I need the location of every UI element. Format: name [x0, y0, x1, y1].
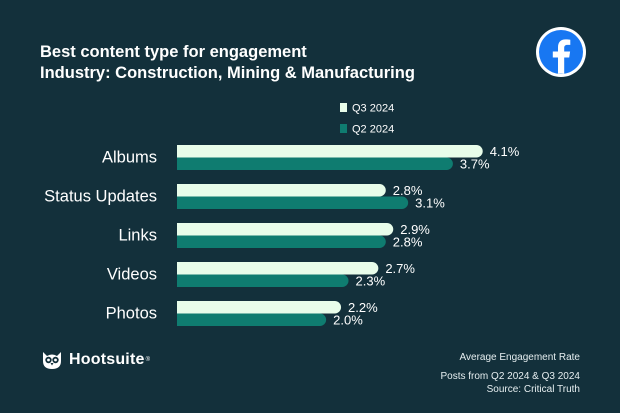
category-label: Photos [106, 305, 157, 323]
data-label-q3: 2.9% [400, 222, 430, 237]
facebook-logo-icon [536, 27, 586, 77]
posts-note: Posts from Q2 2024 & Q3 2024 [440, 370, 580, 382]
bar-q3 [177, 184, 386, 197]
bar-q3 [177, 301, 342, 314]
chart-title: Best content type for engagement Industr… [40, 42, 415, 84]
hootsuite-wordmark: Hootsuite [69, 351, 145, 368]
category-label: Links [118, 227, 157, 245]
data-label-q2: 3.1% [415, 196, 445, 211]
bar-q3 [177, 262, 379, 275]
bar-q2 [177, 235, 386, 248]
legend-label-q3: Q3 2024 [352, 103, 394, 115]
data-label-q2: 2.3% [356, 274, 386, 289]
bar-q2 [177, 274, 349, 287]
bar-q3 [177, 223, 394, 236]
data-label-q2: 2.0% [333, 313, 363, 328]
bar-q2 [177, 157, 453, 170]
chart-footnote: Average Engagement Rate Posts from Q2 20… [440, 351, 580, 397]
data-label-q2: 3.7% [460, 157, 490, 172]
bar-q3 [177, 145, 483, 158]
data-label-q3: 2.7% [385, 261, 415, 276]
metric-label: Average Engagement Rate [459, 352, 580, 363]
hootsuite-branding: Hootsuite ® [40, 350, 150, 370]
bar-q2 [177, 196, 409, 209]
registered-mark: ® [145, 357, 150, 363]
category-label: Status Updates [44, 188, 157, 206]
legend-swatch-q2 [340, 124, 347, 133]
title-line-1: Best content type for engagement [40, 43, 307, 61]
legend-swatch-q3 [340, 103, 347, 112]
source-note: Source: Critical Truth [486, 384, 580, 395]
category-label: Albums [102, 149, 157, 167]
title-line-2: Industry: Construction, Mining & Manufac… [40, 64, 415, 82]
data-label-q2: 2.8% [393, 235, 423, 250]
legend-label-q2: Q2 2024 [352, 124, 394, 136]
bar-q2 [177, 313, 327, 326]
category-label: Videos [107, 266, 157, 284]
hootsuite-owl-icon [43, 352, 61, 369]
data-label-q3: 2.2% [348, 300, 378, 315]
data-label-q3: 2.8% [393, 183, 423, 198]
data-label-q3: 4.1% [490, 144, 520, 159]
